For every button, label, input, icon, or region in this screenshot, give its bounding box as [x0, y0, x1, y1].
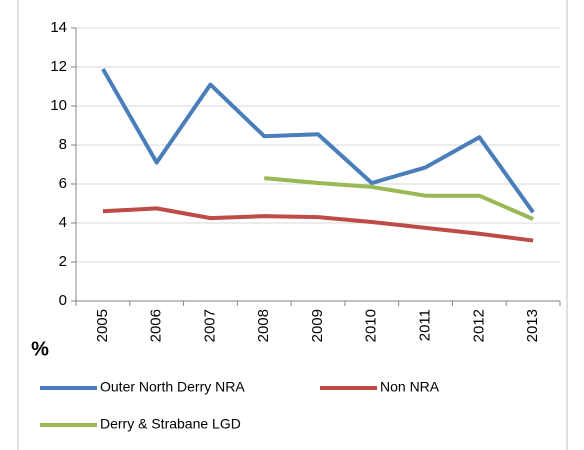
x-tick-label: 2007 — [201, 309, 218, 342]
y-axis-label: % — [31, 338, 49, 360]
legend-label: Outer North Derry NRA — [100, 379, 245, 395]
y-tick-label: 10 — [50, 97, 67, 114]
y-tick-label: 2 — [59, 253, 67, 270]
x-tick-label: 2005 — [94, 309, 111, 342]
legend-label: Non NRA — [380, 379, 440, 395]
y-tick-label: 8 — [59, 136, 67, 153]
series-line — [102, 206, 534, 243]
x-tick-label: 2006 — [148, 309, 165, 342]
y-tick-label: 4 — [59, 214, 67, 231]
x-tick-label: 2013 — [524, 309, 541, 342]
series-line — [101, 67, 535, 214]
legend-label: Derry & Strabane LGD — [100, 416, 241, 432]
y-tick-label: 6 — [59, 175, 67, 192]
y-tick-label: 14 — [50, 19, 67, 36]
x-tick-label: 2008 — [255, 309, 272, 342]
x-tick-label: 2010 — [363, 309, 380, 342]
series-line — [264, 176, 534, 221]
x-tick-label: 2011 — [417, 309, 434, 341]
y-tick-label: 12 — [50, 58, 67, 75]
chart-frame — [17, 0, 568, 450]
y-tick-label: 0 — [59, 292, 67, 309]
x-tick-label: 2012 — [470, 309, 487, 342]
x-tick-label: 2009 — [309, 309, 326, 342]
